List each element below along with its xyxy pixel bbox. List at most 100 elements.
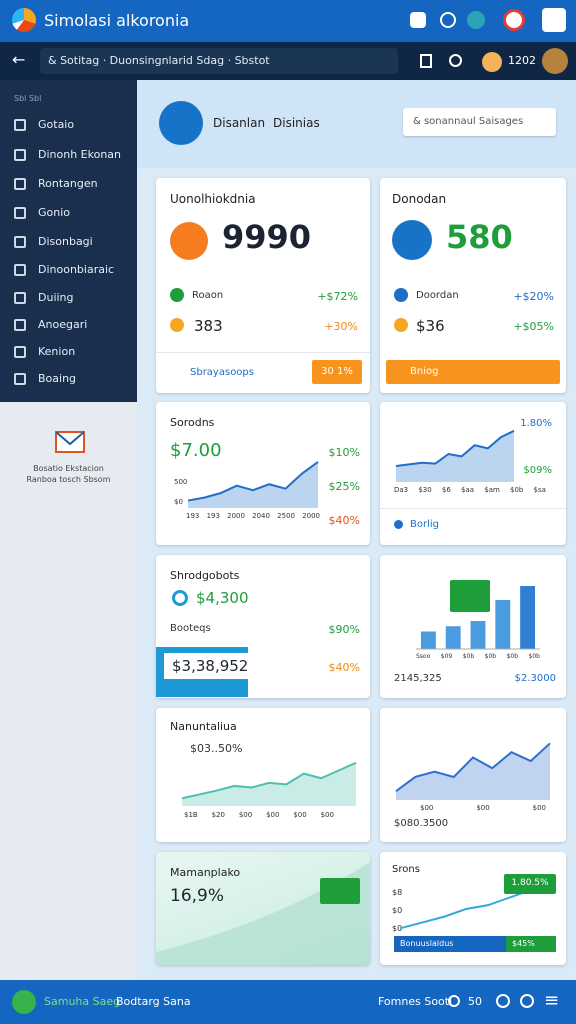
- book-button[interactable]: [420, 54, 432, 68]
- app-title: Simolasi alkoronia: [44, 11, 190, 30]
- bottom-label: Samuha Saeg: [44, 995, 121, 1008]
- sidebar-label: Anoegari: [38, 318, 88, 331]
- menu-button[interactable]: ≡: [544, 990, 560, 1011]
- chart-card: 1.80% $09% Da3 $30 $6 $aa $am $0b $sa Borlig: [380, 402, 566, 545]
- chart-card: Sorodns $7.00 $10% $25% $40% 500 $0 193 1…: [156, 402, 370, 545]
- highlight-box: $3,38,952: [164, 653, 264, 679]
- chart-card: Srons $8 $0 $0 1.80.5% Bonuuslaldus $45%: [380, 852, 566, 965]
- x-label: Ssoo: [416, 653, 431, 660]
- y-label: $0: [174, 498, 183, 506]
- top-bar: Simolasi alkoronia: [0, 0, 576, 42]
- card-icon: [392, 220, 432, 260]
- menu-button[interactable]: [542, 8, 566, 32]
- x-label: $00: [293, 811, 307, 819]
- sidebar-item[interactable]: Dinoonbiaraic: [14, 263, 114, 276]
- sidebar-note: Ranboa tosch Sbsom: [26, 475, 111, 484]
- sidebar-note: Bosatio Ekstacion: [33, 464, 104, 473]
- chart-label: 2145,325: [394, 673, 442, 684]
- footer-button[interactable]: Bniog: [386, 360, 560, 384]
- x-label: $sa: [533, 486, 546, 494]
- line: [395, 429, 515, 467]
- stat-card: Uonolhiokdnia 9990 Roaon +$72% 383 +30% …: [156, 178, 370, 393]
- icon-button[interactable]: [448, 995, 460, 1007]
- sidebar-item[interactable]: Disonbagi: [14, 235, 93, 248]
- footer-button[interactable]: 30 1%: [312, 360, 362, 384]
- button-label: Bniog: [410, 366, 439, 377]
- settings-button[interactable]: [496, 994, 510, 1008]
- icon-button[interactable]: [467, 11, 485, 29]
- header-icon: [159, 101, 203, 145]
- x-label: $00: [532, 804, 546, 812]
- search-button[interactable]: [449, 54, 462, 67]
- bar: [495, 600, 511, 649]
- x-label: $00: [266, 811, 280, 819]
- x-label: $20: [211, 811, 225, 819]
- header-title: Disanlan: [213, 116, 266, 130]
- area-fill: [396, 430, 514, 482]
- status-dot: [394, 288, 408, 302]
- sidebar-section: Sbl Sbl: [14, 94, 42, 103]
- back-button[interactable]: ←: [12, 50, 26, 69]
- profile-picture[interactable]: [542, 48, 568, 74]
- badge: [450, 580, 490, 612]
- x-label: $00: [420, 804, 434, 812]
- label: $40%: [328, 514, 360, 527]
- header-search[interactable]: & sonannaul Saisages: [403, 108, 556, 136]
- area-chart: [181, 761, 357, 806]
- x-label: $00: [320, 811, 334, 819]
- big-number: $4,300: [196, 589, 249, 607]
- sidebar-item[interactable]: Gonio: [14, 206, 70, 219]
- bar: [445, 626, 461, 649]
- stat-card: Mamanplako 16,9%: [156, 852, 370, 965]
- info-button[interactable]: [520, 994, 534, 1008]
- row-value: +$05%: [513, 320, 554, 333]
- x-labels: $1B $20 $00 $00 $00 $00: [184, 811, 334, 819]
- sidebar-label: Disonbagi: [38, 235, 93, 248]
- sidebar-item[interactable]: Dinonh Ekonan: [14, 148, 121, 161]
- divider: [156, 352, 370, 353]
- stat-card: Donodan 580 Doordan +$20% $36 +$05% Bnio…: [380, 178, 566, 393]
- x-label: 2500: [277, 512, 295, 520]
- area-fill: [396, 743, 550, 800]
- sidebar-lower: Bosatio Ekstacion Ranboa tosch Sbsom: [0, 402, 137, 980]
- x-label: $30: [418, 486, 432, 494]
- bottom-logo: [12, 990, 36, 1014]
- sidebar-item[interactable]: Kenion: [14, 345, 75, 358]
- bar: [420, 631, 436, 649]
- card-title: Nanuntaliua: [170, 720, 237, 733]
- label: $09%: [523, 465, 552, 476]
- x-label: $0b: [509, 486, 524, 494]
- sidebar-item[interactable]: Gotaio: [14, 118, 74, 131]
- sidebar: Sbl Sbl Gotaio Dinonh Ekonan Rontangen G…: [0, 80, 137, 402]
- sidebar-item[interactable]: Anoegari: [14, 318, 87, 331]
- card-title: Sorodns: [170, 416, 215, 429]
- row-label: Roaon: [192, 290, 224, 301]
- bar-chart: [416, 586, 540, 650]
- status-dot: [394, 318, 408, 332]
- sidebar-item[interactable]: Boaing: [14, 372, 76, 385]
- status-dot: [170, 288, 184, 302]
- area-fill: [188, 461, 318, 508]
- search-field[interactable]: & Sotitag · Duonsingnlarid Sdag · Sbstot: [40, 48, 398, 74]
- chart-card: Ssoo $09 $0b $0b $0b $0b 2145,325 $2.3000: [380, 555, 566, 698]
- chart-label: $080.3500: [394, 818, 449, 829]
- line-chart: [399, 888, 533, 930]
- x-label: $6: [441, 486, 451, 494]
- card-title: Mamanplako: [170, 866, 241, 879]
- x-labels: $00 $00 $00: [420, 804, 546, 812]
- line-chart: [395, 429, 515, 482]
- row-value: $90%: [328, 623, 360, 636]
- badge-label: 1.80.5%: [511, 878, 549, 888]
- bar: [520, 586, 536, 649]
- sidebar-item[interactable]: Duiing: [14, 291, 74, 304]
- sidebar-item[interactable]: Rontangen: [14, 177, 98, 190]
- icon-button[interactable]: [440, 12, 456, 28]
- avatar: [482, 52, 502, 72]
- background-shape: [156, 862, 370, 965]
- button-label: 30 1%: [321, 366, 353, 377]
- notification-button[interactable]: [503, 9, 525, 31]
- sidebar-label: Rontangen: [38, 177, 98, 190]
- icon-button[interactable]: [410, 12, 426, 28]
- action-button[interactable]: [320, 878, 360, 904]
